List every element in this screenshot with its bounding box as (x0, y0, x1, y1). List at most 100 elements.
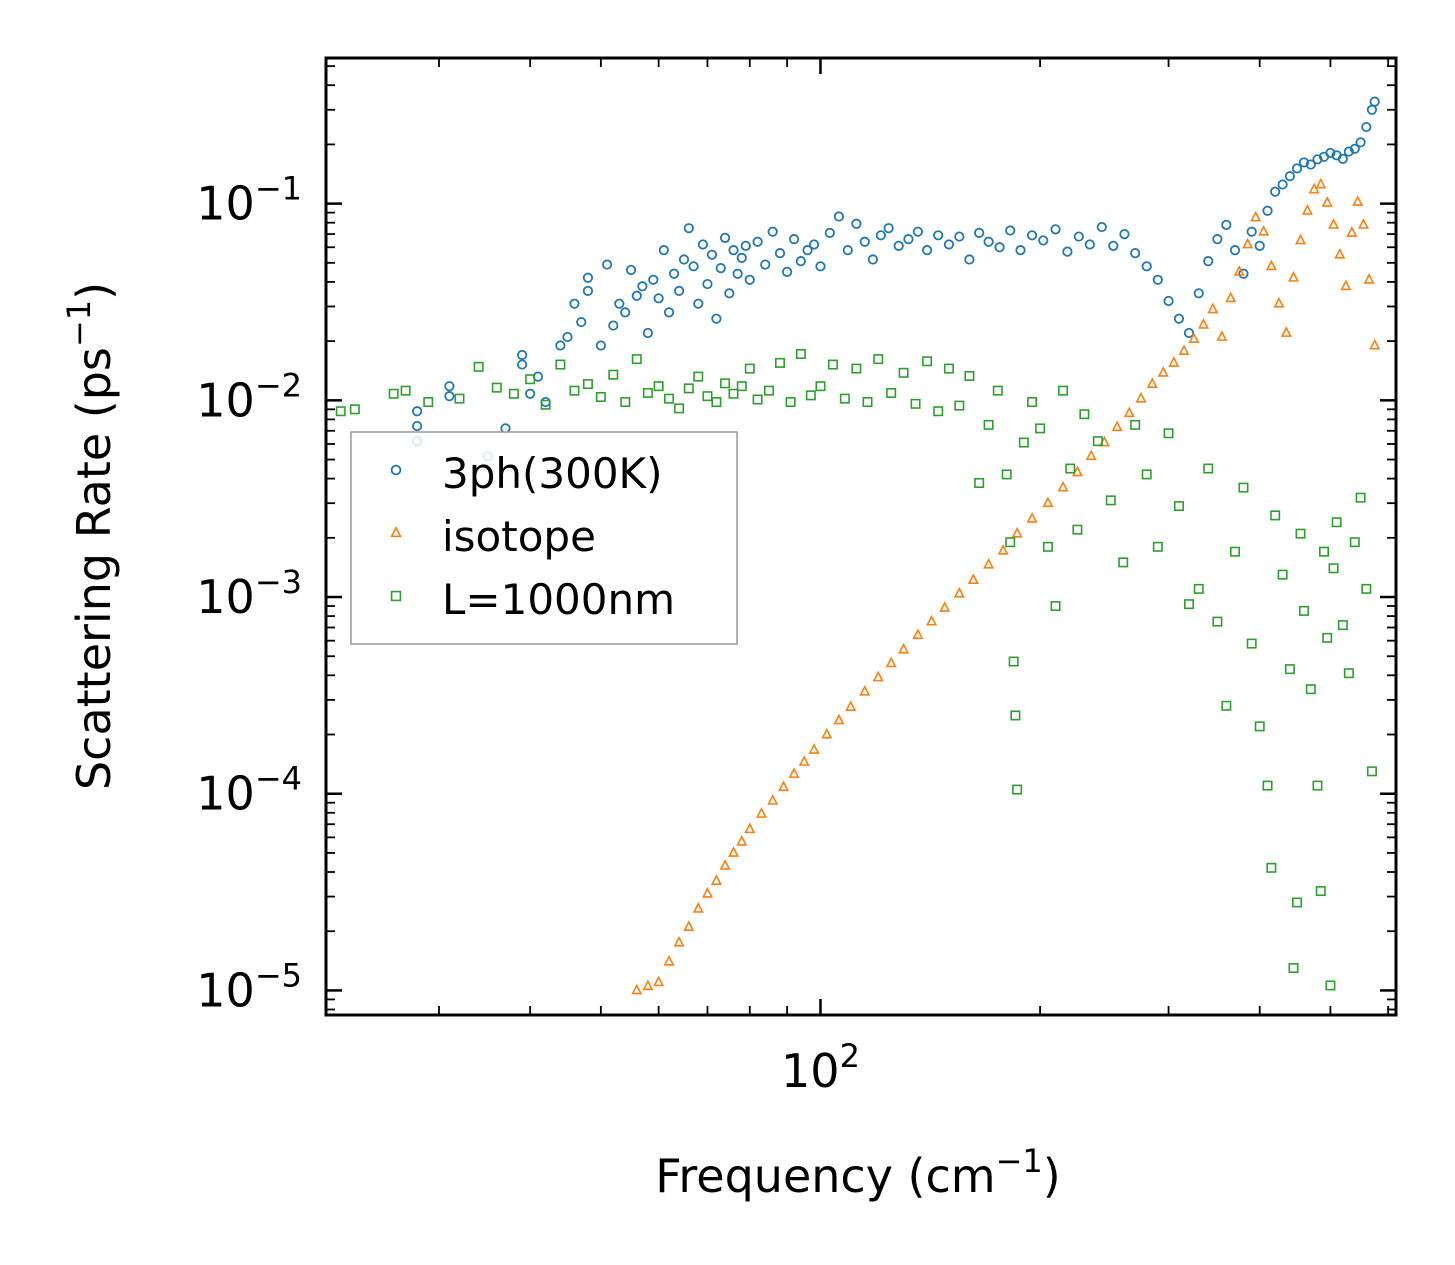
data-point (1096, 221, 1107, 233)
data-point (1118, 557, 1129, 568)
data-point (898, 642, 910, 654)
data-point (1233, 265, 1245, 276)
data-point (1230, 546, 1241, 557)
data-point (1042, 496, 1054, 508)
data-point (1301, 204, 1313, 215)
data-point (785, 397, 796, 408)
data-point (1266, 862, 1277, 873)
data-point (933, 406, 944, 417)
data-point (736, 252, 747, 263)
data-point (1337, 153, 1348, 164)
data-point (720, 378, 731, 389)
data-point (1042, 541, 1053, 552)
data-point (1258, 224, 1270, 236)
legend-label: isotope (442, 512, 596, 561)
data-point (1188, 332, 1200, 343)
data-point (1050, 224, 1061, 235)
data-point (1221, 219, 1232, 230)
data-point (1357, 218, 1369, 229)
data-point (1298, 605, 1309, 616)
data-point (983, 419, 994, 430)
data-point (1246, 226, 1257, 237)
data-point (859, 236, 870, 247)
data-point (1111, 420, 1123, 432)
data-point (508, 388, 519, 399)
data-point (688, 261, 699, 272)
data-point (1198, 318, 1210, 329)
data-point (867, 254, 879, 265)
data-point (540, 399, 551, 410)
data-point (1130, 248, 1141, 259)
data-point (1015, 245, 1026, 256)
data-point (683, 383, 694, 394)
data-point (1168, 356, 1180, 367)
data-point (1119, 228, 1130, 240)
data-point (608, 369, 619, 380)
data-point (1325, 147, 1336, 159)
data-point (1173, 313, 1185, 324)
data-point (412, 406, 423, 417)
data-point (933, 230, 944, 241)
data-point (569, 298, 580, 309)
data-point (912, 628, 924, 640)
data-point (444, 391, 455, 402)
data-point (1254, 721, 1265, 732)
data-point (349, 404, 360, 415)
data-point (767, 794, 779, 805)
data-point (921, 245, 933, 256)
data-point (967, 573, 979, 584)
data-point (1315, 886, 1326, 897)
data-point (555, 359, 566, 370)
data-point (1346, 226, 1358, 237)
data-point (728, 245, 739, 256)
data-point (648, 274, 659, 285)
data-point (808, 743, 820, 754)
data-point (555, 340, 566, 351)
data-point (683, 223, 694, 234)
data-point (1035, 423, 1046, 434)
data-point (1163, 295, 1174, 307)
data-point (1287, 270, 1299, 282)
data-point (1163, 428, 1174, 439)
data-point (1173, 501, 1184, 512)
data-point (1193, 583, 1204, 594)
data-point (893, 240, 904, 251)
data-point (1366, 766, 1377, 777)
legend-entry: isotope (390, 512, 596, 561)
data-point (1262, 780, 1273, 791)
data-point (788, 234, 800, 245)
data-point (491, 382, 502, 393)
data-point (728, 846, 740, 857)
data-point (701, 887, 713, 898)
data-point (1229, 245, 1241, 256)
data-point (335, 406, 346, 417)
series-0 (412, 96, 1380, 462)
data-point (517, 349, 528, 361)
data-point (839, 393, 850, 404)
data-point (1146, 377, 1158, 388)
legend-marker (390, 590, 402, 602)
data-point (1331, 517, 1342, 528)
data-point (821, 727, 833, 739)
data-point (620, 307, 631, 318)
data-point (582, 272, 594, 283)
data-point (1334, 247, 1346, 259)
data-point (1343, 668, 1354, 679)
data-point (625, 264, 637, 276)
data-point (974, 477, 985, 488)
data-point (1340, 279, 1352, 291)
data-point (1315, 177, 1327, 189)
data-point (711, 313, 722, 324)
data-point (1277, 569, 1288, 580)
y-axis-label: Scattering Rate (ps−1) (60, 282, 121, 790)
data-point (423, 397, 434, 408)
data-point (473, 361, 484, 372)
data-point (388, 388, 399, 399)
data-point (1312, 154, 1323, 165)
data-point (1322, 632, 1333, 643)
data-point (788, 767, 800, 778)
data-point (805, 390, 816, 401)
data-point (576, 316, 587, 328)
data-point (724, 288, 735, 299)
